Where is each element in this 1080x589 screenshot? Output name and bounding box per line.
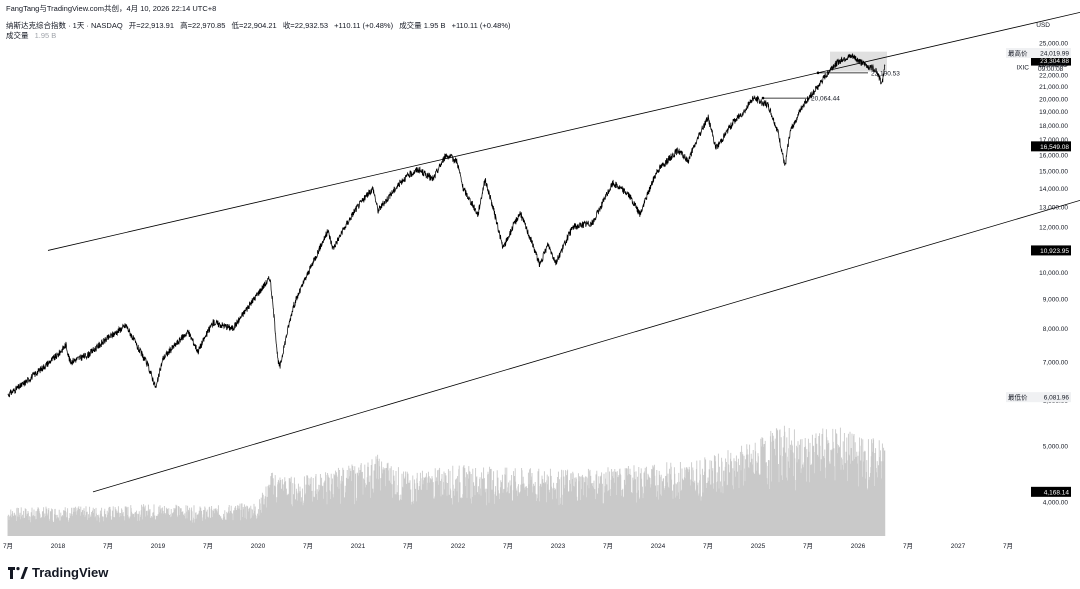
horizontal-level-anchor (761, 96, 765, 100)
low-value: 低=22,904.21 (231, 21, 277, 30)
low-price-caption: 最低价 (1008, 393, 1028, 402)
y-tick-label: 25,000.00 (1039, 40, 1068, 47)
price-axis-label: 16,549.08 (1040, 144, 1069, 151)
y-tick-label: 12,000.00 (1039, 224, 1068, 231)
high-price-tag-bg (1006, 48, 1071, 59)
volume-legend-value: 1.95 B (34, 31, 57, 40)
y-tick-label: 17,000.00 (1039, 137, 1068, 144)
volume-legend: 成交量 1.95 B (6, 30, 56, 41)
y-tick-label: 8,000.00 (1043, 326, 1069, 333)
x-tick-label: 7月 (903, 542, 913, 550)
price-axis-label-box (1031, 486, 1071, 497)
x-tick-label: 7月 (303, 542, 313, 550)
tradingview-brand[interactable]: TradingView (8, 565, 108, 580)
high-value: 高=22,970.85 (180, 21, 226, 30)
price-axis-label-box (1031, 141, 1071, 152)
y-tick-label: 7,000.00 (1043, 359, 1069, 366)
low-price-value: 6,081.96 (1044, 395, 1070, 402)
y-axis-currency: USD (1036, 22, 1050, 29)
y-tick-label: 4,000.00 (1043, 500, 1069, 507)
symbol-tag: IXIC (1016, 65, 1029, 72)
price-series-line (7, 53, 886, 398)
high-price-value: 24,019.99 (1040, 51, 1069, 58)
high-price-caption: 最高价 (1008, 49, 1028, 58)
x-tick-label: 7月 (703, 542, 713, 550)
x-tick-label: 7月 (603, 542, 613, 550)
price-axis-label: 4,168.14 (1044, 489, 1070, 496)
trend-channel-upper (47, 11, 1080, 251)
x-tick-label: 2022 (451, 543, 466, 550)
y-tick-label: 18,000.00 (1039, 123, 1068, 130)
x-tick-label: 2019 (151, 543, 166, 550)
x-tick-label: 7月 (803, 542, 813, 550)
price-axis-label: 10,923.95 (1040, 248, 1069, 255)
horizontal-level-label: 22,190.53 (871, 70, 900, 77)
chart-credit: FangTang与TradingView.com共创，4月 10, 2026 2… (6, 4, 217, 13)
y-tick-label: 10,000.00 (1039, 270, 1068, 277)
y-tick-label: 22,000.00 (1039, 73, 1068, 80)
horizontal-level-anchor (816, 71, 820, 75)
y-tick-label: 5,000.00 (1043, 444, 1069, 451)
price-axis-readout: 09:00:08 (1038, 66, 1064, 73)
close-value: 收=22,932.53 (282, 21, 329, 30)
x-tick-label: 2027 (951, 543, 966, 550)
y-tick-label: 16,000.00 (1039, 152, 1068, 159)
x-tick-label: 7月 (403, 542, 413, 550)
volume-bars (7, 425, 886, 536)
price-axis-label: 23,304.88 (1040, 58, 1069, 65)
symbol-label[interactable]: 纳斯达克综合指数 · 1天 · NASDAQ (6, 21, 123, 30)
x-tick-label: 2025 (751, 543, 766, 550)
y-tick-label: 20,000.00 (1039, 96, 1068, 103)
y-tick-label: 19,000.00 (1039, 109, 1068, 116)
price-axis-readout: 22,932.53 (1038, 62, 1067, 69)
x-tick-label: 2018 (51, 543, 66, 550)
x-tick-label: 2021 (351, 543, 366, 550)
open-value: 开=22,913.91 (128, 21, 175, 30)
change-value: +110.11 (+0.48%) (334, 21, 394, 30)
trend-channel-lower (92, 199, 1080, 493)
y-tick-label: 15,000.00 (1039, 168, 1068, 175)
y-tick-label: 9,000.00 (1043, 296, 1069, 303)
ohlc-legend: 纳斯达克综合指数 · 1天 · NASDAQ 开=22,913.91 高=22,… (6, 20, 515, 31)
horizontal-level-label: 20,064.44 (811, 96, 840, 103)
y-tick-label: 14,000.00 (1039, 186, 1068, 193)
tradingview-logo-icon (8, 566, 28, 579)
low-price-tag-bg (1006, 392, 1071, 403)
x-tick-label: 2024 (651, 543, 666, 550)
volume-summary: 成交量 1.95 B (399, 21, 446, 30)
x-tick-label: 7月 (1003, 542, 1013, 550)
brand-name: TradingView (32, 565, 109, 580)
price-axis-label-box (1031, 55, 1071, 66)
x-tick-label: 7月 (203, 542, 213, 550)
y-tick-label: 21,000.00 (1039, 84, 1068, 91)
x-tick-label: 7月 (3, 542, 13, 550)
x-tick-label: 7月 (103, 542, 113, 550)
volume-change: +110.11 (+0.48%) (451, 21, 511, 30)
x-tick-label: 2023 (551, 543, 566, 550)
y-tick-label: 13,000.00 (1039, 204, 1068, 211)
x-tick-label: 2026 (851, 543, 866, 550)
volume-legend-label[interactable]: 成交量 (6, 31, 29, 40)
x-tick-label: 7月 (503, 542, 513, 550)
price-axis-label-box (1031, 245, 1071, 256)
x-tick-label: 2020 (251, 543, 266, 550)
